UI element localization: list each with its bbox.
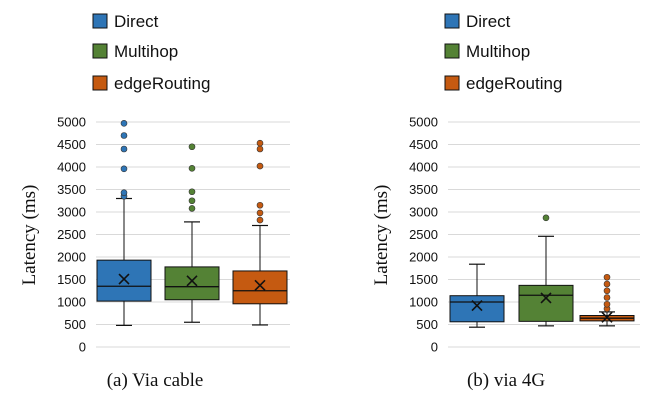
legend-a-label-multihop: Multihop [114,42,178,61]
outlier-a-edgerouting-0 [256,216,264,224]
box-body-a-multihop [164,266,220,301]
y-tick-label-b-4500: 4500 [409,137,438,152]
y-tick-label-b-3500: 3500 [409,182,438,197]
legend-b-swatch-direct [444,13,460,29]
boxes-a [96,120,288,326]
y-tick-label-a-4000: 4000 [57,160,86,175]
y-tick-label-a-500: 500 [64,317,86,332]
outlier-a-edgerouting-4 [256,145,264,153]
chart-panel-b: 0 500 1000 1500 2000 2500 3000 3500 4000 4500 5000… [371,115,640,391]
outlier-a-edgerouting-2 [256,201,264,209]
y-tick-label-a-2000: 2000 [57,250,86,265]
y-tick-label-b-0: 0 [431,340,438,355]
y-axis-title-a: Latency (ms) [19,185,40,286]
y-tick-label-b-2000: 2000 [409,250,438,265]
legend-a-label-direct: Direct [114,12,159,31]
y-tick-label-b-3000: 3000 [409,205,438,220]
y-tick-label-b-500: 500 [416,317,438,332]
y-axis-title-b: Latency (ms) [371,185,392,286]
outlier-b-edgerouting-4 [603,280,611,288]
mean-marker-a-multihop [186,275,198,287]
box-body-b-multihop [518,284,574,322]
legend-b-label-edgerouting: edgeRouting [466,74,562,93]
outlier-a-edgerouting-3 [256,162,264,170]
legend-a-item-edgerouting: edgeRouting [92,74,210,93]
outlier-a-direct-3 [120,145,128,153]
y-tick-label-a-3500: 3500 [57,182,86,197]
y-tick-label-b-2500: 2500 [409,227,438,242]
y-tick-label-b-1500: 1500 [409,272,438,287]
legend-b-label-multihop: Multihop [466,42,530,61]
legend-a-item-direct: Direct [92,12,159,31]
box-a-multihop [164,143,220,323]
box-a-edgerouting [232,139,288,326]
y-tick-label-a-1500: 1500 [57,272,86,287]
legend-b-swatch-multihop [444,43,460,59]
legend-b-swatch-edgerouting [444,75,460,91]
y-tick-label-a-0: 0 [79,340,86,355]
legend-b-item-multihop: Multihop [444,42,530,61]
y-tick-label-b-5000: 5000 [409,115,438,130]
legend-a-label-edgerouting: edgeRouting [114,74,210,93]
box-body-a-direct [96,259,152,302]
box-body-a-edgerouting [232,270,288,305]
outlier-b-multihop-0 [542,214,550,222]
legend-a-swatch-direct [92,13,108,29]
outlier-a-multihop-0 [188,205,196,212]
legend-b: Direct Multihop edgeRouting [444,12,562,93]
mean-marker-b-multihop [540,292,552,304]
box-b-multihop [518,214,574,327]
y-tick-label-a-2500: 2500 [57,227,86,242]
outlier-a-direct-2 [120,165,128,173]
legend-a-item-multihop: Multihop [92,42,178,61]
box-a-direct [96,120,152,326]
box-body-b-direct [449,295,505,323]
legend-b-label-direct: Direct [466,12,511,31]
y-ticks-b: 0 500 1000 1500 2000 2500 3000 3500 4000 4500 5000 [409,115,438,355]
y-tick-label-b-4000: 4000 [409,160,438,175]
y-tick-label-a-3000: 3000 [57,205,86,220]
legend-a-swatch-edgerouting [92,75,108,91]
chart-panel-a: 0 500 1000 1500 2000 2500 3000 3500 4000 4500 5000… [19,115,290,391]
y-tick-label-a-4500: 4500 [57,137,86,152]
y-tick-label-a-1000: 1000 [57,295,86,310]
outlier-b-edgerouting-5 [603,273,611,281]
caption-a: (a) Via cable [107,370,204,391]
legend-a: Direct Multihop edgeRouting [92,12,210,93]
outlier-b-edgerouting-2 [603,294,611,301]
outlier-a-edgerouting-1 [256,209,264,217]
outlier-b-edgerouting-1 [603,300,611,308]
mean-marker-a-edgerouting [254,279,266,291]
outlier-a-direct-4 [120,132,128,139]
outlier-a-multihop-2 [188,188,196,196]
outlier-a-edgerouting-5 [256,139,264,147]
legend-b-item-direct: Direct [444,12,511,31]
y-tick-label-a-5000: 5000 [57,115,86,130]
box-b-direct [449,263,505,328]
caption-b: (b) via 4G [467,370,545,391]
outlier-a-direct-1 [120,189,128,196]
outlier-b-edgerouting-3 [603,287,611,295]
grid-a [96,121,290,348]
outlier-a-multihop-4 [188,143,196,151]
mean-marker-a-direct [118,273,130,285]
outlier-a-multihop-3 [188,165,196,172]
y-ticks-a: 0 500 1000 1500 2000 2500 3000 3500 4000 4500 5000 [57,115,86,355]
legend-b-item-edgerouting: edgeRouting [444,74,562,93]
legend-a-swatch-multihop [92,43,108,59]
outlier-a-multihop-1 [188,197,196,205]
box-b-edgerouting [579,273,635,327]
outlier-a-direct-5 [120,120,128,127]
boxes-b [449,214,635,328]
mean-marker-b-direct [471,300,483,312]
mean-marker-b-edgerouting [601,311,613,323]
y-tick-label-b-1000: 1000 [409,295,438,310]
